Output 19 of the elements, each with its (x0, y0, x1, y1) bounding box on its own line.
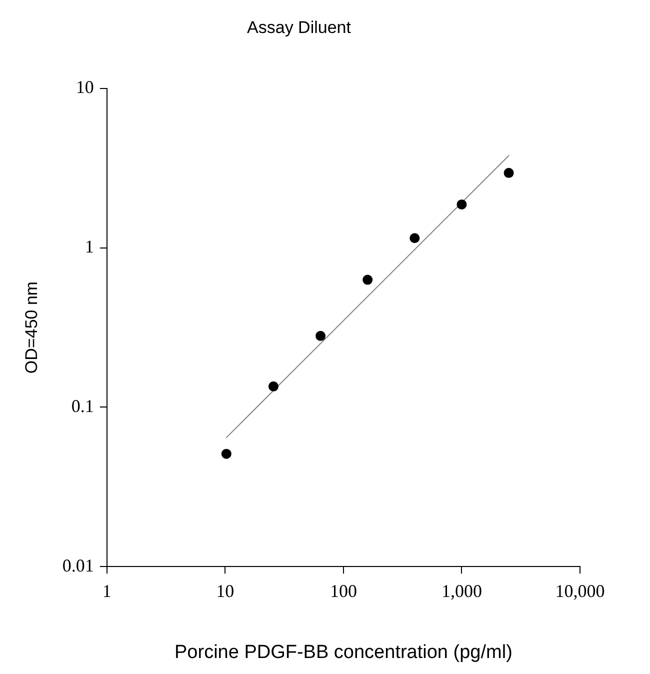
point (410, 233, 420, 244)
point (362, 274, 373, 285)
y-tick-label: 1 (84, 236, 94, 257)
point (268, 381, 278, 392)
point (221, 448, 232, 459)
y-tick-label: 10 (76, 77, 94, 98)
chart-title: Assay Diluent (247, 18, 352, 37)
x-tick-label: 10,000 (555, 581, 605, 602)
x-tick-label: 1 (102, 581, 112, 602)
point (504, 168, 514, 178)
point (316, 330, 326, 341)
x-tick-label: 100 (330, 581, 357, 602)
y-tick-label: 0.01 (62, 555, 94, 576)
x-tick-label: 10 (216, 581, 234, 602)
y-tick-label: 0.1 (71, 396, 94, 416)
point (456, 199, 467, 210)
y-axis-title: OD=450 nm (22, 281, 41, 374)
x-tick-label: 1,000 (441, 581, 482, 602)
x-axis-title: Porcine PDGF-BB concentration (pg/ml) (174, 642, 512, 663)
